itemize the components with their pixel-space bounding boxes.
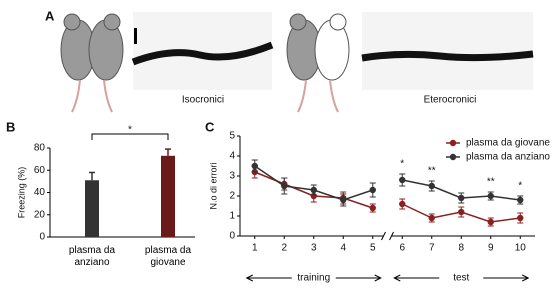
point	[281, 182, 288, 190]
panel-label: A	[45, 8, 55, 23]
y-tick-label: 2	[229, 191, 235, 202]
phase-arrow	[393, 274, 530, 282]
x-tick-label: 7	[429, 243, 435, 254]
legend-marker	[449, 139, 457, 147]
significance-bracket	[91, 133, 169, 140]
scale-bar	[134, 28, 137, 44]
point	[458, 208, 465, 216]
legend-label: plasma da giovane	[466, 138, 550, 149]
x-tick-label: 4	[340, 243, 346, 254]
significance: *	[400, 159, 404, 170]
bar	[85, 180, 99, 237]
mice-pair	[286, 13, 350, 113]
point	[487, 192, 494, 200]
y-axis-label: Freezing (%)	[16, 167, 26, 219]
y-tick-label: 3	[229, 171, 235, 182]
micrograph	[362, 12, 533, 90]
y-tick-label: 20	[34, 209, 46, 220]
panel-label: B	[6, 119, 15, 134]
significance: *	[518, 181, 522, 192]
point	[399, 200, 406, 208]
point	[428, 182, 435, 190]
point	[310, 192, 317, 200]
phase-label: test	[453, 273, 469, 284]
point	[399, 176, 406, 184]
dendrite	[131, 41, 274, 66]
x-tick-label: 6	[399, 243, 405, 254]
point	[517, 214, 524, 222]
significance: **	[487, 177, 495, 188]
point	[517, 196, 524, 204]
point	[251, 162, 258, 170]
mice-pair	[60, 13, 124, 113]
dendrite	[361, 50, 534, 62]
x-tick-label: plasma da anziano	[68, 245, 116, 268]
point	[458, 194, 465, 202]
y-tick-label: 40	[34, 187, 46, 198]
bar	[161, 155, 175, 237]
x-tick-label: plasma da giovane	[144, 245, 192, 268]
x-tick-label: 8	[458, 243, 464, 254]
axis-break	[381, 231, 394, 241]
y-tick-label: 0	[39, 232, 45, 243]
y-tick-label: 4	[229, 151, 235, 162]
x-tick-label: 9	[488, 243, 494, 254]
x-tick-label: 10	[515, 243, 527, 254]
y-tick-label: 60	[34, 165, 46, 176]
significance: *	[128, 125, 132, 136]
phase-label: training	[297, 273, 330, 284]
phase-arrow	[245, 274, 382, 282]
panel-label: C	[205, 119, 215, 134]
y-tick-label: 5	[229, 131, 235, 142]
axis-break-gap	[383, 233, 392, 239]
y-axis-label: N.o di errori	[208, 162, 218, 209]
point	[369, 186, 376, 194]
legend-label: plasma da anziano	[466, 152, 550, 163]
x-tick-label: 2	[281, 243, 287, 254]
point	[340, 196, 347, 204]
x-tick-label: 3	[311, 243, 317, 254]
y-tick-label: 80	[34, 143, 46, 154]
point	[428, 214, 435, 222]
point	[487, 218, 494, 226]
legend-marker	[449, 153, 457, 161]
x-tick-label: 1	[252, 243, 258, 254]
caption: Isocronici	[182, 95, 224, 106]
point	[369, 204, 376, 212]
y-tick-label: 1	[229, 211, 235, 222]
x-tick-label: 5	[370, 243, 376, 254]
y-tick-label: 0	[229, 231, 235, 242]
point	[310, 186, 317, 194]
caption: Eterocronici	[424, 95, 477, 106]
significance: **	[428, 166, 436, 177]
